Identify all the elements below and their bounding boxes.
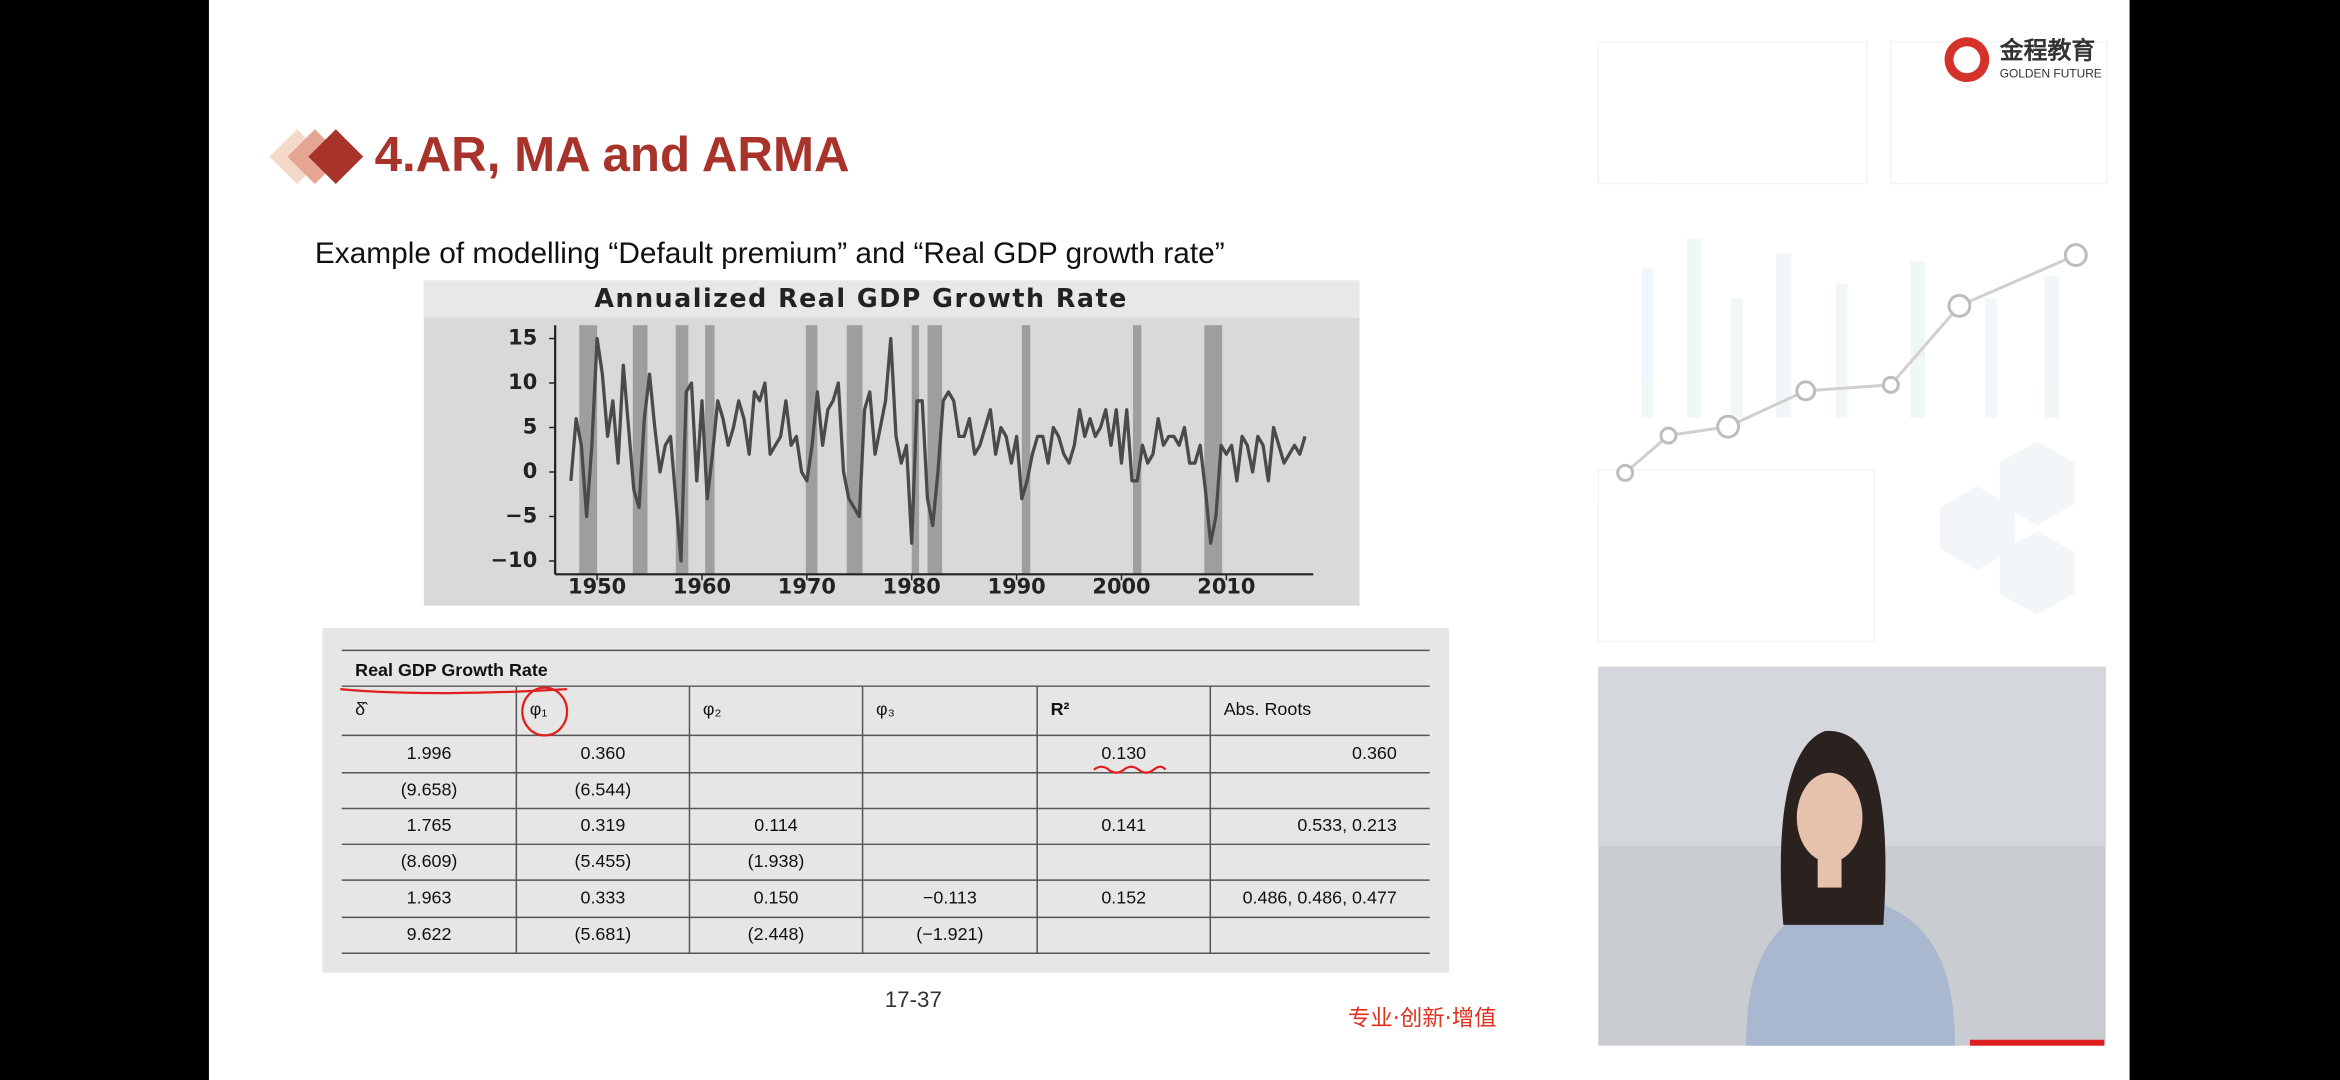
- table-cell: (8.609): [401, 851, 458, 871]
- table-cell: (2.448): [748, 924, 805, 944]
- title-diamonds: [269, 129, 364, 185]
- shaded-period: [675, 325, 689, 575]
- shaded-period: [846, 325, 863, 575]
- table-header: φ₂: [703, 699, 722, 719]
- table: δ̂ φ₁ φ₂ φ₃ R² Abs. Roots 1.996 0.360 0.130 0.360…: [341, 649, 1430, 954]
- table-cell: 0.533, 0.213: [1297, 815, 1397, 835]
- table-cell: (1.938): [748, 851, 805, 871]
- shaded-period: [579, 325, 598, 575]
- slide-title: 4.AR, MA and ARMA: [375, 127, 850, 182]
- table-cell: 1.996: [407, 743, 452, 763]
- chart-title-band: [423, 280, 1360, 318]
- table-cell: 9.622: [407, 924, 452, 944]
- y-tick-label: 5: [523, 415, 538, 439]
- table-cell: (9.658): [401, 779, 458, 799]
- annotation-squiggle: [1093, 765, 1167, 774]
- table-cell: −0.113: [923, 887, 977, 907]
- slogan: 专业·创新·增值: [1348, 1005, 1497, 1031]
- slide-subtitle: Example of modelling “Default premium” a…: [315, 237, 1225, 270]
- table-header: φ₁: [530, 699, 548, 719]
- shaded-period: [1021, 325, 1031, 575]
- annotation-circle: [521, 686, 569, 737]
- table-header: δ̂: [355, 699, 368, 719]
- table-cell: 0.333: [581, 887, 626, 907]
- plot: 15 10 5 0 −5 −10 1950 1960 1970 1980 1990 2000 2010: [491, 325, 1314, 599]
- table-cell: 0.130: [1101, 743, 1146, 763]
- decor-bars: [1641, 238, 2060, 418]
- decor: [1597, 41, 2108, 643]
- data-line: [569, 336, 1307, 563]
- table-title: Real GDP Growth Rate: [355, 660, 548, 680]
- table-cell: 0.150: [754, 887, 799, 907]
- y-tick-label: 0: [523, 459, 538, 483]
- table-header: Abs. Roots: [1224, 699, 1312, 719]
- chart-title: Annualized Real GDP Growth Rate: [594, 283, 1127, 313]
- decor-points: [1616, 243, 2088, 482]
- table-cell: 0.319: [581, 815, 626, 835]
- presenter-video: [1598, 666, 2106, 1046]
- table-cell: 0.360: [1352, 743, 1397, 763]
- table-cell: 0.486, 0.486, 0.477: [1243, 887, 1397, 907]
- logo-mark-inner: [1953, 46, 1981, 74]
- decor-box: [1597, 41, 1868, 185]
- table-cell: 1.963: [407, 887, 452, 907]
- x-tick-label: 1970: [778, 575, 836, 599]
- table-cell: 0.152: [1101, 887, 1146, 907]
- x-tick-label: 1980: [883, 575, 941, 599]
- table-cell: 0.141: [1101, 815, 1146, 835]
- shaded-period: [632, 325, 648, 575]
- table-cell: 1.765: [407, 815, 452, 835]
- table-cell: (5.681): [575, 924, 632, 944]
- y-tick-label: −10: [491, 548, 538, 572]
- page-number: 17-37: [885, 987, 942, 1012]
- x-tick-label: 2010: [1197, 575, 1255, 599]
- table-cell: (−1.921): [916, 924, 983, 944]
- x-tick-label: 1950: [568, 575, 626, 599]
- decor-box: [1890, 41, 2108, 185]
- table-header: R²: [1051, 699, 1070, 719]
- annotation-underline: [340, 688, 568, 695]
- x-tick-label: 1990: [988, 575, 1046, 599]
- logo-english: GOLDEN FUTURE: [2000, 67, 2102, 81]
- table-cell: 0.114: [754, 815, 798, 835]
- decor-hex: [1999, 441, 2075, 526]
- x-tick-label: 2000: [1092, 575, 1150, 599]
- x-tick-label: 1960: [673, 575, 731, 599]
- shaded-period: [1133, 325, 1142, 575]
- logo-name: 金程教育: [1999, 37, 2095, 65]
- decor-box: [1597, 469, 1876, 643]
- y-tick-label: 10: [508, 370, 537, 394]
- shaded-period: [705, 325, 715, 575]
- decor-hex: [1940, 486, 2015, 570]
- y-tick-label: −5: [505, 503, 537, 527]
- y-tick-label: 15: [508, 326, 537, 350]
- decor-hex: [1999, 531, 2075, 615]
- table-cell: 0.360: [581, 743, 626, 763]
- table-cell: (6.544): [575, 779, 632, 799]
- table-header: φ₃: [876, 699, 895, 719]
- table-cell: (5.455): [575, 851, 632, 871]
